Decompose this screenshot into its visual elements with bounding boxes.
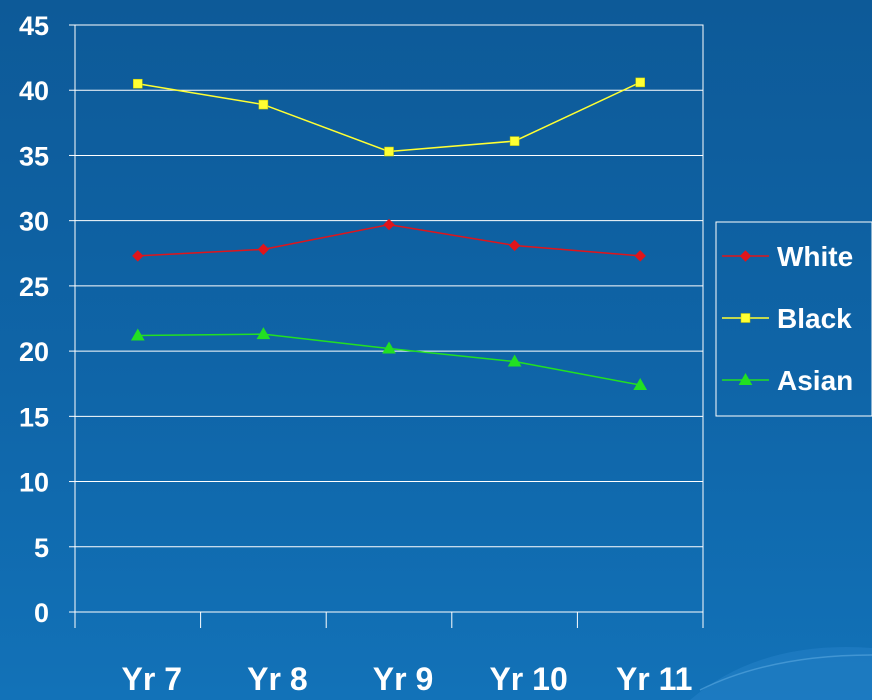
data-point-black [258, 99, 269, 110]
data-point-black [133, 78, 143, 89]
y-tick-label: 45 [19, 11, 49, 41]
x-tick-label: Yr 10 [489, 661, 567, 697]
series-group [130, 77, 648, 391]
data-point-white [257, 243, 270, 256]
data-point-white [132, 250, 144, 262]
x-tick-label: Yr 8 [247, 661, 307, 697]
data-point-asian [130, 328, 145, 341]
data-point-white [383, 218, 395, 231]
legend-marker-white [739, 250, 752, 262]
y-tick-label: 40 [19, 76, 49, 106]
series-line-black [137, 81, 641, 153]
legend-marker-asian [738, 372, 753, 385]
decorative-swoosh-line [699, 654, 872, 691]
y-tick-label: 30 [19, 207, 49, 237]
data-point-black [384, 146, 394, 157]
gridlines [74, 24, 704, 613]
data-point-black [509, 136, 520, 146]
y-tick-label: 5 [34, 533, 49, 563]
y-tick-label: 20 [19, 337, 49, 367]
legend: White Black Asian [715, 221, 872, 417]
y-tick-label: 10 [19, 468, 49, 498]
data-point-asian [633, 378, 648, 391]
data-point-white [508, 239, 521, 252]
decorative-swoosh [690, 647, 872, 700]
data-point-white [634, 250, 646, 262]
data-point-black [635, 77, 645, 88]
legend-label-asian: Asian [777, 365, 853, 396]
x-tick-label: Yr 11 [616, 661, 693, 697]
x-tick-label: Yr 7 [122, 661, 182, 697]
plot-area [74, 24, 704, 613]
y-tick-label: 35 [19, 141, 49, 171]
y-tick-label: 0 [34, 598, 49, 628]
axes: 0 5 10 15 20 25 30 35 40 45 Yr 7 Yr 8 Yr 9 Yr 10 Yr 11 [19, 11, 704, 697]
y-tick-label: 15 [19, 402, 49, 432]
data-point-asian [382, 341, 396, 354]
data-point-asian [507, 354, 522, 367]
y-tick-label: 25 [19, 272, 49, 302]
data-point-asian [256, 327, 271, 340]
legend-label-black: Black [777, 303, 852, 334]
legend-box [715, 221, 872, 417]
legend-label-white: White [777, 241, 853, 272]
x-tick-label: Yr 9 [373, 661, 433, 697]
legend-marker-black [740, 313, 751, 323]
